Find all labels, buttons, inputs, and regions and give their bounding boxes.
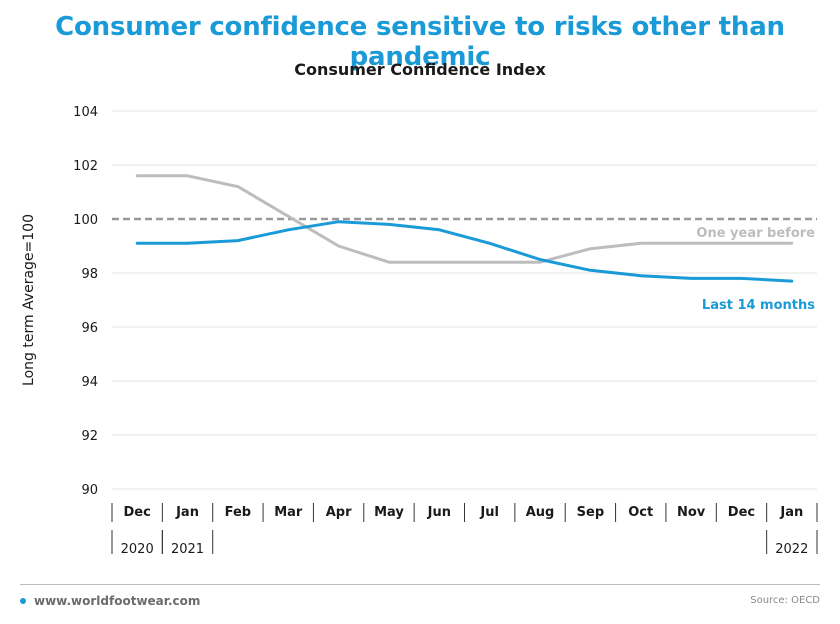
x-tick-label: Jul (479, 505, 499, 520)
series-label-last-14-months: Last 14 months (702, 298, 815, 313)
footer-site[interactable]: www.worldfootwear.com (20, 594, 200, 608)
x-tick-label: Aug (526, 505, 555, 520)
x-tick-label: Apr (326, 505, 352, 520)
x-tick-label: Jan (175, 505, 199, 520)
x-tick-label: Mar (274, 505, 303, 520)
x-tick-label: May (374, 505, 404, 520)
series-label-one-year-before: One year before (696, 226, 815, 241)
line-chart: Consumer Confidence Index Long term Aver… (21, 60, 818, 557)
y-tick-label: 100 (73, 213, 98, 228)
y-tick-label: 90 (81, 483, 98, 498)
y-tick-label: 96 (81, 321, 98, 336)
chart-title: Consumer Confidence Index (294, 60, 546, 79)
footer-bullet-icon (20, 597, 26, 604)
series-line-last-14-months (135, 220, 794, 283)
x-tick-label: Sep (577, 505, 605, 520)
year-label: 2020 (121, 542, 154, 557)
y-tick-label: 98 (81, 267, 98, 282)
footer-source: Source: OECD (750, 595, 820, 606)
y-tick-label: 94 (81, 375, 98, 390)
year-label: 2021 (171, 542, 204, 557)
footer-site-text: www.worldfootwear.com (34, 594, 201, 608)
x-tick-label: Oct (628, 505, 653, 520)
x-tick-label: Jun (427, 505, 451, 520)
x-tick-label: Dec (124, 505, 151, 520)
x-tick-label: Jan (779, 505, 803, 520)
chart-headline: Consumer confidence sensitive to risks o… (55, 12, 785, 72)
y-axis-label: Long term Average=100 (21, 214, 37, 386)
y-tick-label: 104 (73, 105, 98, 120)
x-tick-label: Nov (677, 505, 706, 520)
x-tick-label: Feb (225, 505, 251, 520)
y-tick-label: 92 (81, 429, 98, 444)
footer-divider (20, 584, 820, 585)
x-tick-label: Dec (728, 505, 755, 520)
year-label: 2022 (775, 542, 808, 557)
series-line-one-year-before (135, 174, 794, 264)
y-tick-label: 102 (73, 159, 98, 174)
